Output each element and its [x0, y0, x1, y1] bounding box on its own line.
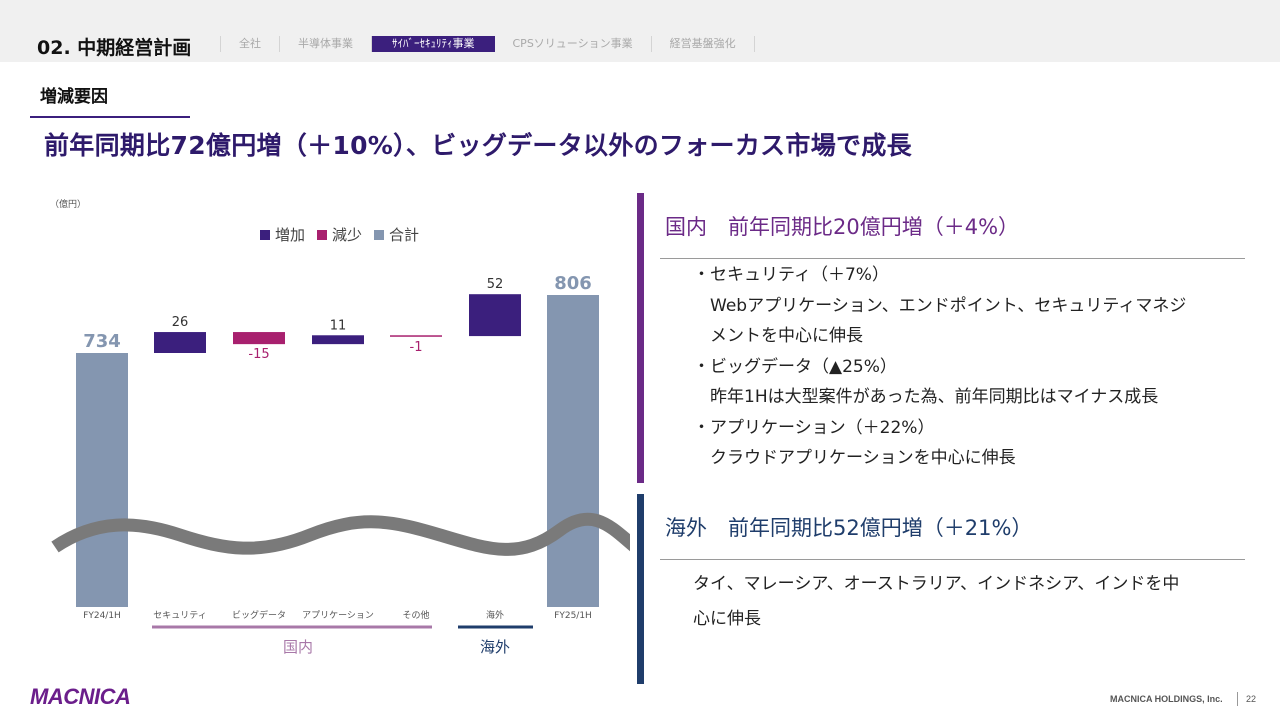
tab-management-foundation[interactable]: 経営基盤強化 [652, 36, 755, 52]
bullet-detail: 昨年1Hは大型案件があった為、前年同期比はマイナス成長 [710, 387, 1159, 407]
legend-swatch [317, 230, 327, 240]
unit-label: （億円） [50, 198, 86, 210]
waterfall-chart: （億円） 増加 減少 合計 734 FY24/1H 26 セキュリティ -15 ビッグデータ 11 ア… [50, 198, 630, 656]
value-label: -15 [248, 347, 269, 362]
legend-swatch [374, 230, 384, 240]
legend-swatch [260, 230, 270, 240]
bullet-heading: ・アプリケーション（＋22%） [693, 417, 935, 438]
bullet-detail: クラウドアプリケーションを中心に伸長 [710, 448, 1016, 468]
legend-label: 合計 [389, 226, 419, 244]
bar-海外 [469, 294, 521, 337]
bar-その他 [390, 335, 442, 337]
category-label: その他 [402, 609, 429, 621]
slide-headline: 前年同期比72億円増（＋10%）、ビッグデータ以外のフォーカス市場で成長 [44, 131, 912, 160]
bar-FY25/1H [547, 295, 599, 607]
axis-break-wave [51, 512, 630, 556]
section-title: 02. 中期経営計画 [37, 37, 192, 59]
group-label-overseas: 海外 [480, 638, 510, 656]
page-number: 22 [1246, 694, 1257, 704]
domestic-accent-bar [637, 193, 644, 483]
bullet-detail: メントを中心に伸長 [710, 326, 863, 346]
value-label: 26 [172, 315, 189, 330]
footer-company-name: MACNICA HOLDINGS, Inc. [1110, 694, 1223, 704]
tab-cybersecurity[interactable]: ｻｲﾊﾞｰｾｷｭﾘﾃｨ事業 [372, 36, 495, 52]
tab-company-wide[interactable]: 全社 [220, 36, 280, 52]
bullet-heading: ・ビッグデータ（▲25%） [693, 356, 897, 377]
group-label-domestic: 国内 [283, 638, 313, 656]
footer-separator [1237, 692, 1238, 706]
category-label: FY24/1H [83, 611, 121, 621]
overseas-line: 心に伸長 [693, 609, 761, 629]
bar-セキュリティ [154, 332, 206, 353]
domestic-bullets: ・セキュリティ（＋7%） Webアプリケーション、エンドポイント、セキュリティマ… [693, 260, 1186, 474]
legend-label: 減少 [332, 226, 362, 244]
macnica-logo: MACNICA [30, 684, 131, 709]
category-label: FY25/1H [554, 611, 592, 621]
value-label: 806 [554, 273, 592, 294]
overseas-line: タイ、マレーシア、オーストラリア、インドネシア、インドを中 [693, 574, 1180, 594]
overseas-divider [660, 559, 1245, 560]
overseas-accent-bar [637, 494, 644, 684]
bullet-detail: Webアプリケーション、エンドポイント、セキュリティマネジ [710, 295, 1187, 316]
tab-semiconductor[interactable]: 半導体事業 [280, 36, 372, 52]
value-label: -1 [410, 340, 423, 355]
value-label: 734 [83, 331, 121, 352]
bar-アプリケーション [312, 335, 364, 345]
top-navigation-bar [0, 0, 1280, 62]
sub-heading: 増減要因 [40, 87, 108, 107]
overseas-title: 海外 前年同期比52億円増（＋21%） [665, 516, 1033, 540]
bar-FY24/1H [76, 353, 128, 607]
legend-label: 増加 [275, 226, 305, 244]
category-label: アプリケーション [302, 610, 374, 621]
domestic-divider [660, 258, 1245, 259]
domestic-title: 国内 前年同期比20億円増（＋4%） [665, 215, 1020, 239]
bullet-heading: ・セキュリティ（＋7%） [693, 265, 889, 285]
section-tabs: 全社 半導体事業 ｻｲﾊﾞｰｾｷｭﾘﾃｨ事業 CPSソリューション事業 経営基盤… [220, 36, 755, 52]
tab-cps-solutions[interactable]: CPSソリューション事業 [495, 36, 652, 52]
overseas-description: タイ、マレーシア、オーストラリア、インドネシア、インドを中 心に伸長 [693, 567, 1253, 637]
sub-heading-underline [30, 116, 190, 118]
category-label: セキュリティ [153, 610, 206, 621]
value-label: 11 [330, 318, 347, 333]
category-label: 海外 [486, 609, 504, 621]
category-label: ビッグデータ [232, 609, 286, 621]
bar-ビッグデータ [233, 332, 285, 345]
value-label: 52 [487, 277, 504, 292]
